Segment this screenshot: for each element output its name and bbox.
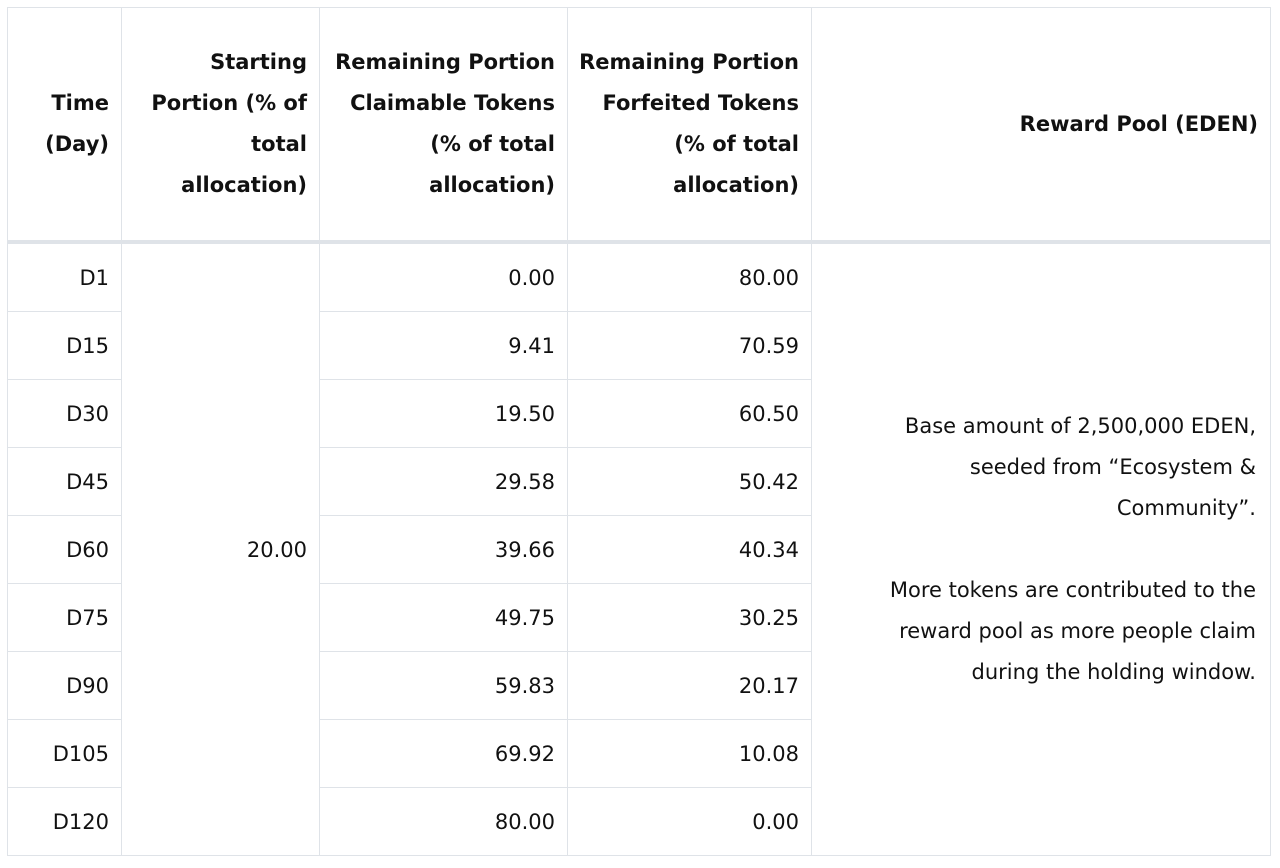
- cell-day: D15: [7, 311, 122, 380]
- cell-forfeited: 80.00: [567, 241, 812, 312]
- cell-day: D120: [7, 787, 122, 856]
- cell-forfeited: 70.59: [567, 311, 812, 380]
- cell-claimable: 0.00: [319, 241, 568, 312]
- table-row: D75 49.75 30.25: [7, 583, 1271, 652]
- table-row: D60 39.66 40.34: [7, 515, 1271, 584]
- vesting-schedule-table: Time (Day) Starting Portion (% of total …: [7, 7, 1271, 856]
- reward-pool-text-2: More tokens are contributed to the rewar…: [889, 578, 1256, 684]
- cell-forfeited: 60.50: [567, 379, 812, 448]
- cell-forfeited: 50.42: [567, 447, 812, 516]
- cell-day: D45: [7, 447, 122, 516]
- table-row: D90 59.83 20.17: [7, 651, 1271, 720]
- reward-pool-text-1: Base amount of 2,500,000 EDEN, seeded fr…: [904, 414, 1256, 520]
- cell-claimable: 59.83: [319, 651, 568, 720]
- cell-claimable: 49.75: [319, 583, 568, 652]
- cell-forfeited: 20.17: [567, 651, 812, 720]
- table-row: D120 80.00 0.00: [7, 787, 1271, 856]
- cell-claimable: 9.41: [319, 311, 568, 380]
- cell-day: D90: [7, 651, 122, 720]
- table-row: D1 20.00 0.00 80.00 Base amount of 2,500…: [7, 241, 1271, 856]
- table-row: D15 9.41 70.59: [7, 311, 1271, 380]
- header-claimable: Remaining Portion Claimable Tokens (% of…: [319, 7, 568, 244]
- cell-day: D1: [7, 241, 122, 312]
- cell-claimable: 80.00: [319, 787, 568, 856]
- cell-claimable: 19.50: [319, 379, 568, 448]
- header-forfeited: Remaining Portion Forfeited Tokens (% of…: [567, 7, 812, 244]
- cell-day: D60: [7, 515, 122, 584]
- cell-starting-portion: 20.00: [121, 241, 320, 856]
- cell-claimable: 39.66: [319, 515, 568, 584]
- cell-claimable: 69.92: [319, 719, 568, 788]
- cell-day: D30: [7, 379, 122, 448]
- header-row: Time (Day) Starting Portion (% of total …: [7, 7, 1271, 244]
- cell-forfeited: 30.25: [567, 583, 812, 652]
- table-row: D105 69.92 10.08: [7, 719, 1271, 788]
- cell-forfeited: 10.08: [567, 719, 812, 788]
- header-time: Time (Day): [7, 7, 122, 244]
- cell-forfeited: 0.00: [567, 787, 812, 856]
- cell-forfeited: 40.34: [567, 515, 812, 584]
- header-starting-portion: Starting Portion (% of total allocation): [121, 7, 320, 244]
- cell-reward-pool: Base amount of 2,500,000 EDEN, seeded fr…: [811, 241, 1271, 856]
- table-row: D45 29.58 50.42: [7, 447, 1271, 516]
- header-reward-pool: Reward Pool (EDEN): [811, 7, 1271, 244]
- cell-day: D75: [7, 583, 122, 652]
- cell-day: D105: [7, 719, 122, 788]
- cell-claimable: 29.58: [319, 447, 568, 516]
